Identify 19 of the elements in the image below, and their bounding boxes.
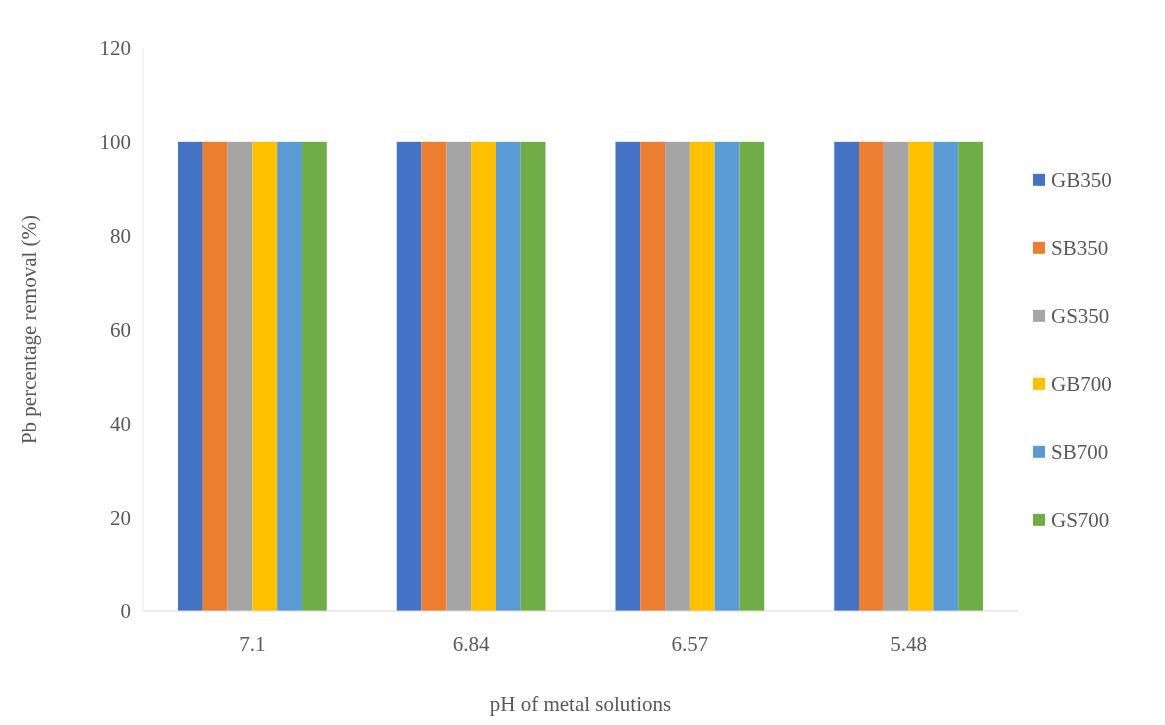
y-tick-label: 40 [110,411,131,436]
y-tick-label: 0 [120,599,131,624]
y-axis-title: Pb percentage removal (%) [17,214,41,445]
legend-label: GS700 [1051,508,1110,533]
y-tick-label: 20 [110,505,131,530]
legend-label: SB700 [1051,440,1109,465]
y-tick-label: 120 [99,36,131,61]
legend-label: GS350 [1051,304,1110,329]
legend-label: SB350 [1051,236,1109,261]
legend-label: GB350 [1051,168,1112,193]
y-tick-label: 80 [110,224,131,249]
y-tick-label: 100 [99,130,131,155]
legend-label: GB700 [1051,372,1112,397]
y-tick-label: 60 [110,317,131,342]
x-tick-label: 5.48 [890,632,927,656]
x-tick-label: 7.1 [239,632,266,656]
x-axis-title: pH of metal solutions [489,692,672,716]
x-tick-label: 6.57 [671,632,709,656]
x-tick-label: 6.84 [452,632,490,656]
